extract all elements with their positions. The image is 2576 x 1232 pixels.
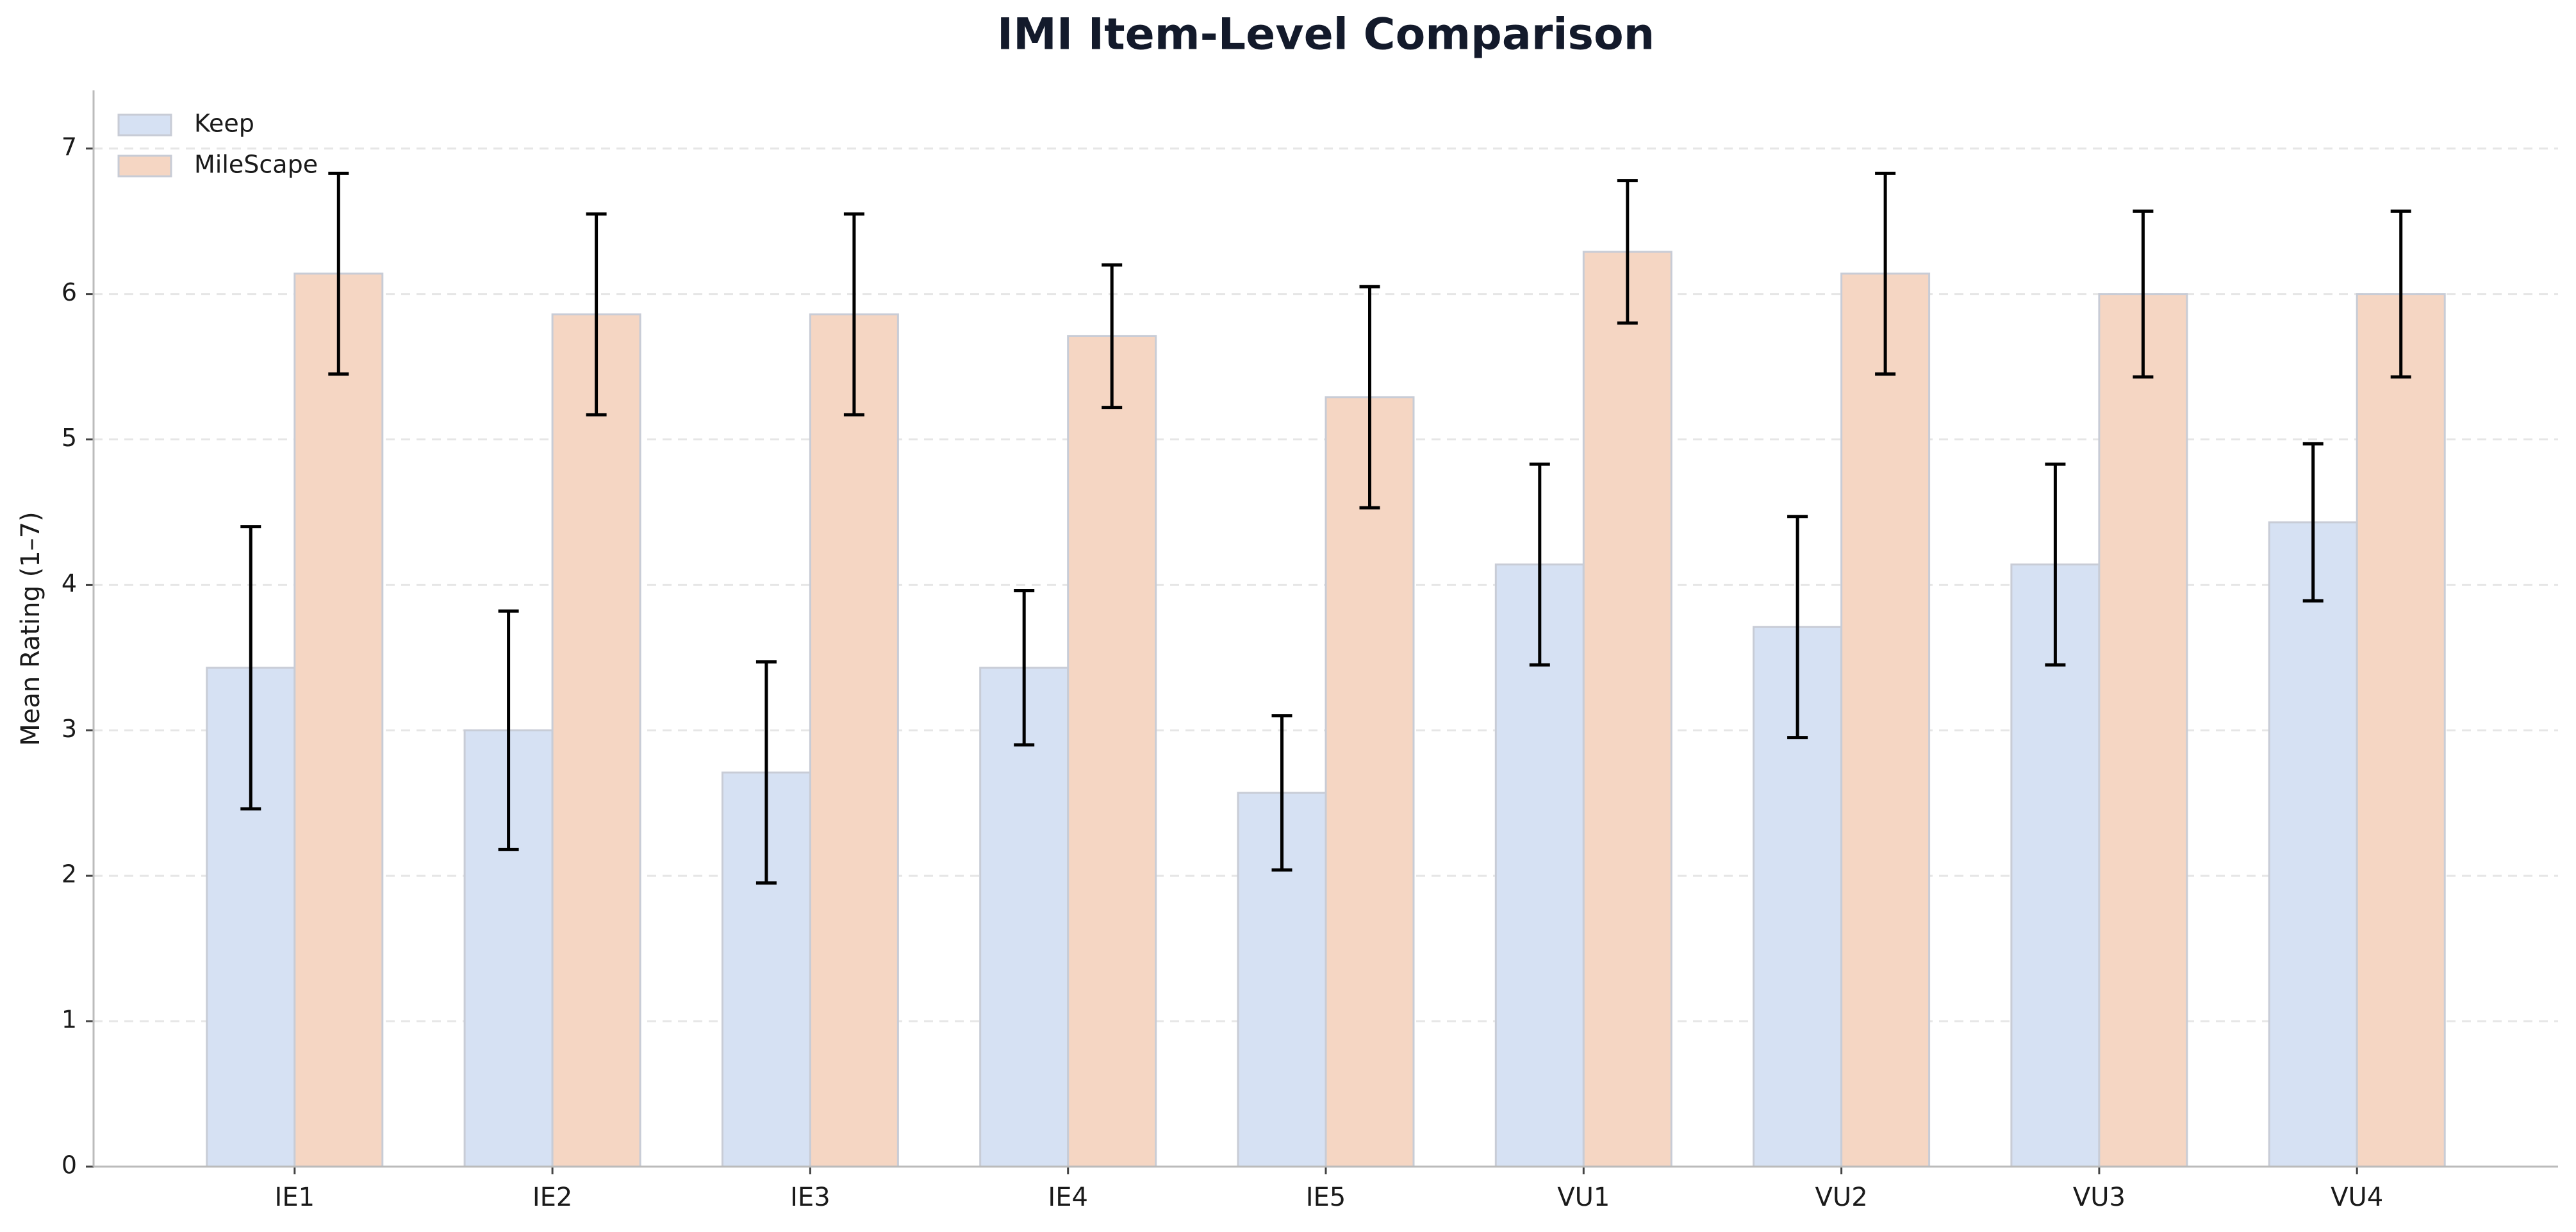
- y-tick-label: 2: [62, 860, 77, 888]
- bar: [2268, 521, 2358, 1168]
- x-tick-label: IE4: [1048, 1183, 1088, 1212]
- bar: [1582, 251, 1672, 1168]
- error-bar: [1875, 171, 1896, 376]
- bar: [809, 313, 899, 1168]
- x-tick-label: IE1: [275, 1183, 315, 1212]
- error-bar: [1102, 263, 1123, 410]
- error-bar: [1787, 515, 1808, 740]
- y-tick-label: 5: [62, 424, 77, 452]
- error-bar: [2133, 209, 2154, 379]
- error-bar: [328, 171, 349, 376]
- error-bar: [240, 525, 261, 811]
- bar: [1840, 272, 1931, 1168]
- error-bar: [586, 212, 607, 417]
- error-bar: [1529, 462, 1550, 667]
- chart-title: IMI Item-Level Comparison: [997, 10, 1655, 60]
- error-bar: [498, 609, 519, 851]
- y-tick-label: 4: [62, 569, 77, 597]
- error-bar: [1359, 285, 1380, 510]
- x-tick-label: VU3: [2073, 1183, 2126, 1212]
- error-bar: [2302, 442, 2324, 603]
- bar: [1325, 396, 1415, 1168]
- error-bar: [843, 212, 864, 417]
- bar: [2356, 293, 2446, 1168]
- x-tick-label: VU1: [1557, 1183, 1610, 1212]
- error-bar: [1271, 714, 1292, 872]
- y-tick-label: 0: [62, 1151, 77, 1179]
- legend-label: Keep: [194, 110, 254, 138]
- x-tick-label: VU2: [1815, 1183, 1868, 1212]
- x-tick-label: IE2: [533, 1183, 573, 1212]
- x-tick-label: IE3: [790, 1183, 830, 1212]
- y-tick-label: 6: [62, 278, 77, 306]
- bar: [1067, 335, 1157, 1168]
- bar: [293, 272, 384, 1168]
- error-bar: [1014, 589, 1035, 747]
- error-bar: [755, 660, 777, 885]
- error-bar: [2045, 462, 2066, 667]
- x-tick-label: IE5: [1306, 1183, 1346, 1212]
- x-tick-label: VU4: [2331, 1183, 2383, 1212]
- legend-swatch: [117, 154, 172, 178]
- error-bar: [1617, 179, 1638, 325]
- bar: [2098, 293, 2188, 1168]
- y-tick-label: 3: [62, 715, 77, 743]
- error-bar: [2390, 209, 2411, 379]
- y-tick-label: 7: [62, 133, 77, 161]
- legend-swatch: [117, 113, 172, 137]
- y-axis-label: Mean Rating (1–7): [16, 512, 45, 746]
- y-tick-label: 1: [62, 1006, 77, 1034]
- bar: [551, 313, 641, 1168]
- legend-label: MileScape: [194, 151, 318, 179]
